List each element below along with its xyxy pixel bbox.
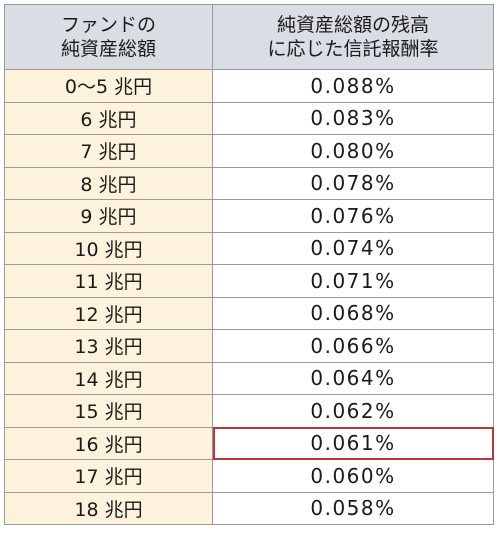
header-col1-line2: 純資産総額 <box>60 38 156 60</box>
table-row: 17 兆円 0.060% <box>4 459 494 493</box>
fee-rate-cell: 0.088% <box>212 69 494 103</box>
net-assets-cell: 10 兆円 <box>4 231 213 265</box>
trust-fee-table: ファンドの 純資産総額 純資産総額の残高 に応じた信託報酬率 0～5 兆円 0.0… <box>4 4 494 525</box>
net-assets-cell: 7 兆円 <box>4 134 213 168</box>
fee-rate-cell: 0.068% <box>212 296 494 330</box>
header-fund-net-assets: ファンドの 純資産総額 <box>4 4 213 70</box>
fee-rate-cell: 0.066% <box>212 329 494 363</box>
net-assets-cell: 8 兆円 <box>4 166 213 200</box>
table-row: 18 兆円 0.058% <box>4 491 494 525</box>
table-row: 10 兆円 0.074% <box>4 231 494 265</box>
table-row: 14 兆円 0.064% <box>4 361 494 395</box>
fee-rate-cell: 0.064% <box>212 361 494 395</box>
net-assets-cell: 15 兆円 <box>4 394 213 428</box>
net-assets-cell: 14 兆円 <box>4 361 213 395</box>
table-row: 0～5 兆円 0.088% <box>4 69 494 103</box>
table-row: 6 兆円 0.083% <box>4 101 494 135</box>
header-col2-line2: に応じた信託報酬率 <box>267 38 439 60</box>
net-assets-cell: 16 兆円 <box>4 426 213 460</box>
fee-rate-cell-highlighted: 0.061% <box>212 426 494 460</box>
table-row: 8 兆円 0.078% <box>4 166 494 200</box>
fee-rate-cell: 0.071% <box>212 264 494 298</box>
net-assets-cell: 6 兆円 <box>4 101 213 135</box>
table-header-row: ファンドの 純資産総額 純資産総額の残高 に応じた信託報酬率 <box>4 4 494 70</box>
fee-rate-cell: 0.058% <box>212 491 494 525</box>
net-assets-cell: 13 兆円 <box>4 329 213 363</box>
net-assets-cell: 9 兆円 <box>4 199 213 233</box>
net-assets-cell: 18 兆円 <box>4 491 213 525</box>
net-assets-cell: 17 兆円 <box>4 459 213 493</box>
table-row: 9 兆円 0.076% <box>4 199 494 233</box>
table-row: 13 兆円 0.066% <box>4 329 494 363</box>
net-assets-cell: 11 兆円 <box>4 264 213 298</box>
fee-rate-cell: 0.076% <box>212 199 494 233</box>
table-row: 16 兆円 0.061% <box>4 426 494 460</box>
fee-rate-cell: 0.074% <box>212 231 494 265</box>
net-assets-cell: 0～5 兆円 <box>4 69 213 103</box>
fee-table-container: ファンドの 純資産総額 純資産総額の残高 に応じた信託報酬率 0～5 兆円 0.0… <box>4 4 494 525</box>
fee-rate-cell: 0.060% <box>212 459 494 493</box>
table-row: 15 兆円 0.062% <box>4 394 494 428</box>
fee-rate-cell: 0.083% <box>212 101 494 135</box>
fee-rate-cell: 0.062% <box>212 394 494 428</box>
header-col1-line1: ファンドの <box>60 14 156 36</box>
fee-rate-cell: 0.078% <box>212 166 494 200</box>
table-row: 11 兆円 0.071% <box>4 264 494 298</box>
header-trust-fee-rate: 純資産総額の残高 に応じた信託報酬率 <box>212 4 494 70</box>
table-row: 7 兆円 0.080% <box>4 134 494 168</box>
header-col2-line1: 純資産総額の残高 <box>276 14 429 36</box>
fee-rate-cell: 0.080% <box>212 134 494 168</box>
net-assets-cell: 12 兆円 <box>4 296 213 330</box>
table-row: 12 兆円 0.068% <box>4 296 494 330</box>
